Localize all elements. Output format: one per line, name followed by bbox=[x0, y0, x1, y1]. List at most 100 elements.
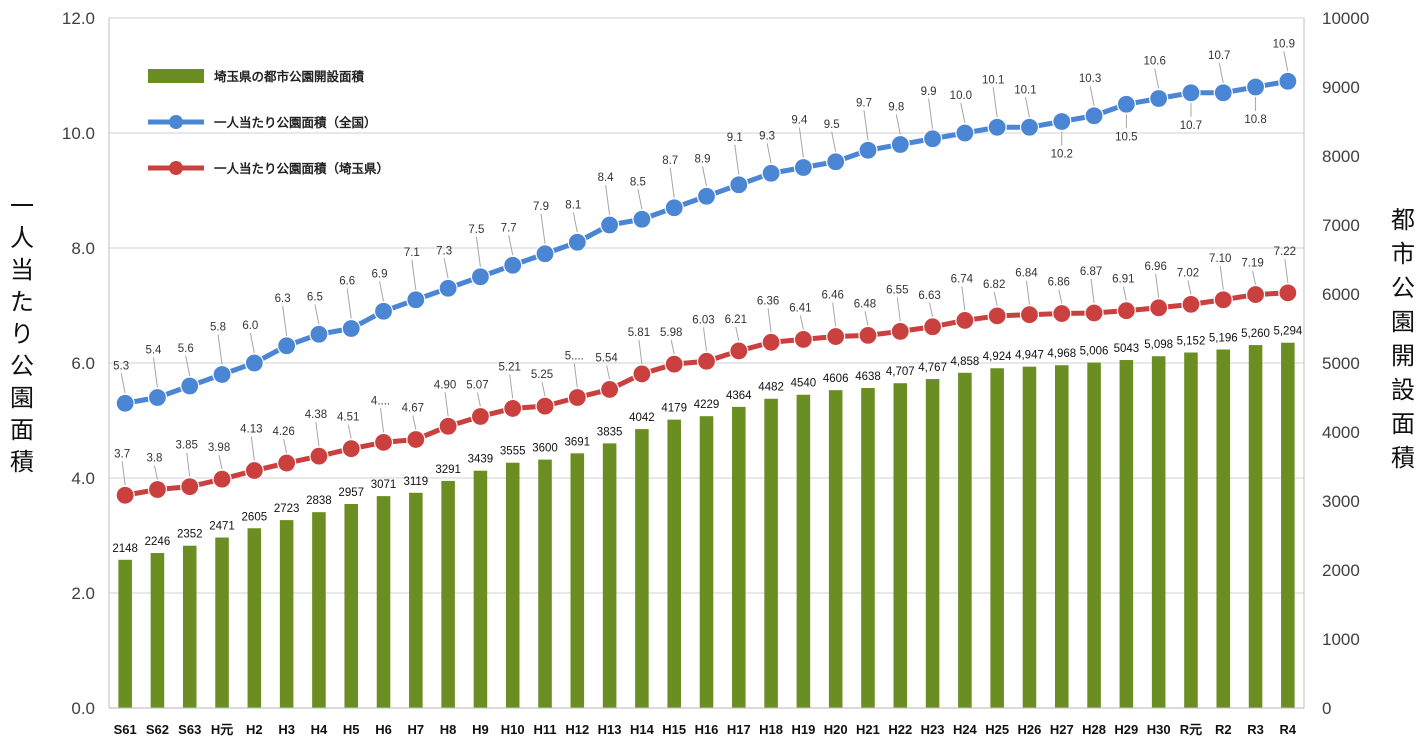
x-tick: H4 bbox=[311, 722, 328, 737]
y-right-title-char: 開 bbox=[1391, 343, 1415, 370]
leader-line bbox=[734, 144, 740, 175]
y-left-title-char: 園 bbox=[10, 385, 34, 412]
leader-line bbox=[669, 167, 675, 198]
saitama-data-label: 3.85 bbox=[176, 440, 198, 452]
national-data-label: 8.9 bbox=[695, 153, 711, 165]
y-right-tick: 7000 bbox=[1322, 216, 1360, 235]
leader-line bbox=[540, 213, 546, 244]
leader-line bbox=[380, 408, 385, 433]
y-right-title-char: 都 bbox=[1391, 207, 1415, 234]
leader-line bbox=[928, 98, 934, 129]
leader-line bbox=[475, 236, 481, 267]
saitama-point bbox=[729, 341, 749, 361]
leader-line bbox=[896, 297, 901, 322]
bar bbox=[764, 398, 778, 708]
leader-line bbox=[379, 281, 385, 302]
x-tick: H10 bbox=[501, 722, 525, 737]
leader-line bbox=[185, 355, 191, 377]
x-tick: H11 bbox=[533, 722, 556, 737]
national-point bbox=[373, 301, 394, 321]
leader-line bbox=[1284, 258, 1289, 283]
saitama-point bbox=[1149, 298, 1169, 318]
saitama-point bbox=[1084, 303, 1104, 323]
y-left-tick: 6.0 bbox=[71, 354, 95, 373]
bar bbox=[861, 387, 875, 708]
leader-line bbox=[314, 304, 320, 325]
saitama-point bbox=[696, 351, 717, 371]
bar bbox=[538, 459, 552, 708]
bar-data-label: 4179 bbox=[661, 403, 687, 415]
bar-data-label: 3291 bbox=[435, 464, 461, 476]
national-data-label: 7.9 bbox=[533, 201, 549, 213]
saitama-data-label: 6.91 bbox=[1112, 274, 1134, 286]
leader-line bbox=[282, 305, 288, 336]
legend-marker bbox=[169, 115, 183, 129]
saitama-point bbox=[470, 406, 491, 427]
bar bbox=[1119, 360, 1134, 708]
saitama-data-label: 7.22 bbox=[1274, 246, 1296, 258]
saitama-data-label: 6.86 bbox=[1048, 277, 1070, 289]
saitama-data-label: 3.98 bbox=[208, 442, 230, 454]
saitama-data-label: 7.10 bbox=[1209, 253, 1231, 265]
y-right-title-char: 面 bbox=[1391, 411, 1415, 438]
y-right-tick: 3000 bbox=[1322, 492, 1360, 511]
leader-line bbox=[443, 258, 449, 279]
bar bbox=[1216, 349, 1231, 708]
y-right-title-char: 積 bbox=[1391, 445, 1415, 472]
leader-line bbox=[735, 326, 740, 342]
national-point bbox=[664, 198, 684, 218]
legend-item-saitama: 一人当たり公園面積（埼玉県） bbox=[148, 161, 389, 176]
leader-line bbox=[799, 315, 804, 330]
leader-line bbox=[444, 392, 449, 417]
x-tick: H17 bbox=[727, 722, 751, 737]
bar-data-label: 3071 bbox=[371, 479, 397, 491]
leader-line bbox=[1218, 62, 1224, 83]
leader-line bbox=[1155, 273, 1160, 298]
x-tick: H26 bbox=[1018, 722, 1042, 737]
legend-marker bbox=[169, 161, 183, 175]
x-tick: H18 bbox=[759, 722, 783, 737]
saitama-point bbox=[180, 477, 200, 497]
leader-line bbox=[1025, 280, 1030, 305]
leader-line bbox=[476, 392, 481, 407]
leader-line bbox=[767, 308, 772, 333]
x-tick: H6 bbox=[375, 722, 392, 737]
national-point bbox=[761, 163, 781, 183]
bar-data-label: 2723 bbox=[274, 503, 300, 515]
y-left-title-char: 面 bbox=[10, 417, 34, 444]
saitama-point bbox=[664, 354, 684, 374]
saitama-data-label: 6.48 bbox=[854, 298, 876, 310]
y-right-title-char: 設 bbox=[1391, 377, 1415, 404]
bar-data-label: 4482 bbox=[758, 382, 784, 394]
saitama-point bbox=[277, 453, 297, 473]
national-data-label: 9.8 bbox=[888, 102, 904, 114]
national-point bbox=[470, 267, 491, 287]
y-left-tick: 8.0 bbox=[71, 239, 95, 258]
national-point bbox=[406, 290, 426, 310]
leader-line bbox=[670, 340, 675, 355]
bar bbox=[1281, 342, 1295, 708]
x-tick: H20 bbox=[824, 722, 848, 737]
saitama-data-label: 6.96 bbox=[1144, 261, 1166, 273]
saitama-data-label: 4.26 bbox=[272, 426, 294, 438]
bar bbox=[925, 379, 940, 708]
leader-line bbox=[798, 127, 804, 158]
bar bbox=[182, 545, 197, 708]
leader-line bbox=[347, 424, 352, 439]
leader-line bbox=[606, 365, 611, 380]
national-point bbox=[729, 175, 749, 195]
national-data-label: 9.4 bbox=[791, 115, 808, 127]
bar bbox=[990, 368, 1004, 708]
national-point bbox=[1278, 71, 1298, 91]
x-tick: H13 bbox=[598, 722, 622, 737]
national-data-label: 10.7 bbox=[1180, 120, 1202, 132]
x-tick: H19 bbox=[791, 722, 815, 737]
leader-line bbox=[153, 465, 158, 480]
saitama-point bbox=[1181, 294, 1201, 314]
national-data-label: 10.0 bbox=[950, 90, 972, 102]
y-right-tick: 0 bbox=[1322, 699, 1331, 718]
x-tick: H25 bbox=[985, 722, 1009, 737]
bar bbox=[893, 383, 908, 708]
saitama-point bbox=[1278, 283, 1298, 303]
